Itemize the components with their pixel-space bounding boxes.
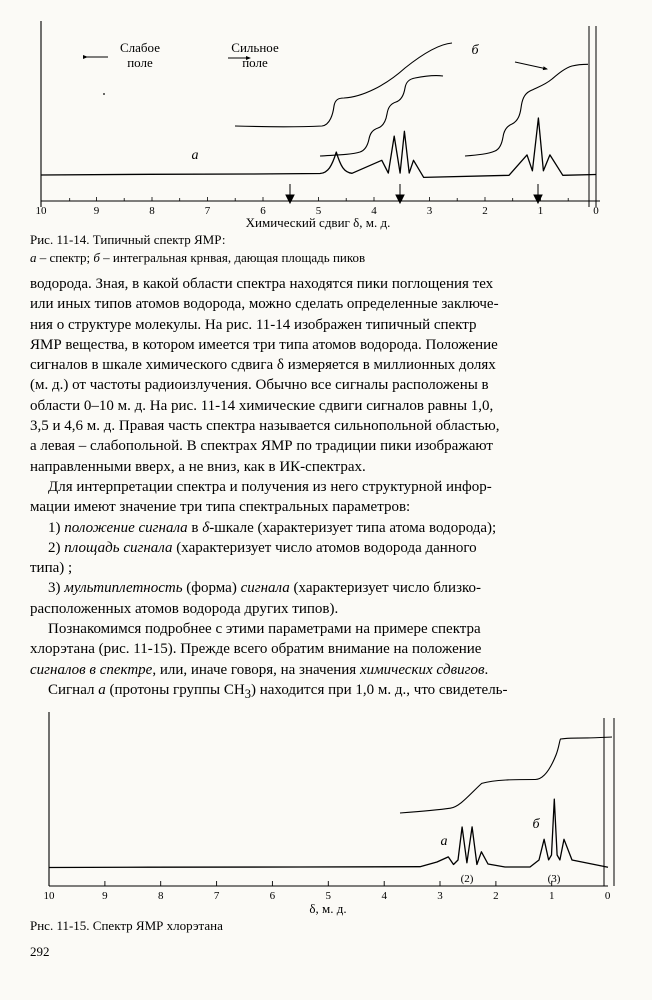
svg-text:8: 8 xyxy=(149,205,155,217)
svg-text:1: 1 xyxy=(538,205,544,217)
svg-text:0: 0 xyxy=(605,890,611,902)
svg-text:3: 3 xyxy=(427,205,433,217)
svg-text:8: 8 xyxy=(158,890,164,902)
svg-text:7: 7 xyxy=(205,205,211,217)
svg-text:б: б xyxy=(532,817,540,832)
svg-text:7: 7 xyxy=(214,890,220,902)
svg-text:9: 9 xyxy=(102,890,108,902)
svg-text:Сильное: Сильное xyxy=(231,40,279,55)
svg-text:3: 3 xyxy=(437,890,443,902)
svg-text:поле: поле xyxy=(127,55,153,70)
svg-text:1: 1 xyxy=(549,890,555,902)
svg-text:а: а xyxy=(441,834,448,849)
svg-text:поле: поле xyxy=(242,55,268,70)
svg-text:(2): (2) xyxy=(461,873,474,885)
svg-text:10: 10 xyxy=(36,205,48,217)
svg-text:9: 9 xyxy=(94,205,100,217)
svg-text:Слабое: Слабое xyxy=(120,40,160,55)
svg-text:б: б xyxy=(471,43,479,58)
svg-text:2: 2 xyxy=(493,890,499,902)
svg-text:(3): (3) xyxy=(548,873,561,885)
svg-text:Химический сдвиг δ, м. д.: Химический сдвиг δ, м. д. xyxy=(246,215,391,230)
svg-text:0: 0 xyxy=(593,205,599,217)
svg-text:δ, м. д.: δ, м. д. xyxy=(309,901,346,916)
svg-text:6: 6 xyxy=(270,890,276,902)
svg-text:2: 2 xyxy=(482,205,488,217)
svg-text:а: а xyxy=(192,148,199,163)
svg-text:10: 10 xyxy=(44,890,56,902)
svg-text:4: 4 xyxy=(381,890,387,902)
